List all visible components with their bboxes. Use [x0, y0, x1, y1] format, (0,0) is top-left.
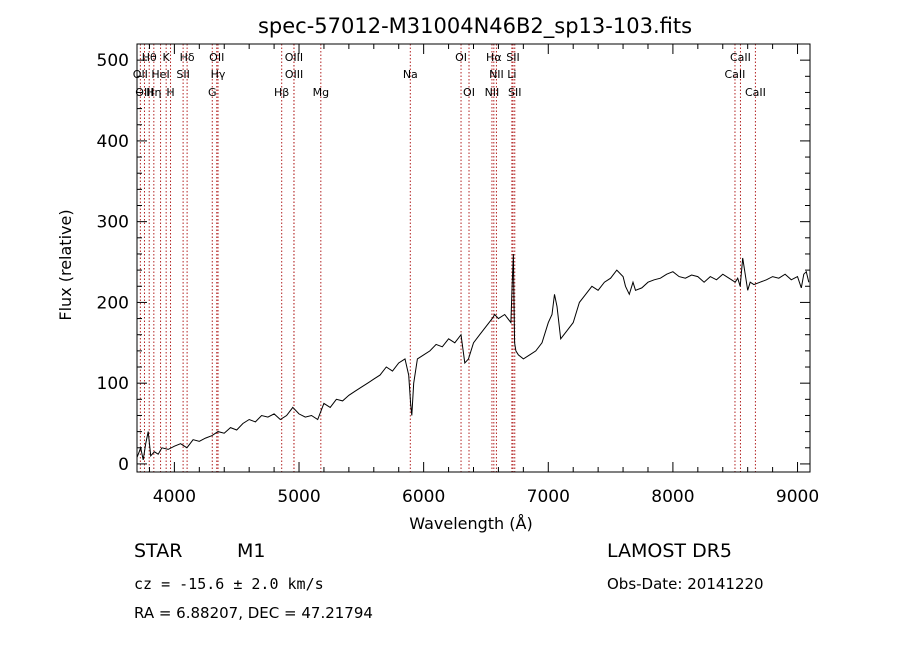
survey-name: LAMOST DR5: [607, 540, 732, 562]
y-tick-label: 400: [97, 132, 129, 152]
spectral-line-label: SII: [176, 68, 189, 81]
spectral-line-label: H: [166, 86, 174, 99]
y-tick-label: 300: [97, 213, 129, 233]
spectral-line-label: OII: [133, 68, 148, 81]
y-axis-label: Flux (relative): [56, 209, 75, 320]
object-subclass: M1: [237, 540, 266, 562]
spectral-line-label: Na: [403, 68, 418, 81]
spectral-line-label: Li: [507, 68, 516, 81]
redshift-cz: cz = -15.6 ± 2.0 km/s: [134, 575, 324, 593]
spectral-line-label: OI: [463, 86, 475, 99]
x-tick-label: 6000: [402, 487, 445, 507]
spectral-line-markers: [139, 44, 756, 472]
spectral-line-label: OIII: [285, 68, 303, 81]
x-tick-label: 4000: [153, 487, 196, 507]
spectral-line-label: SII: [508, 86, 521, 99]
x-tick-label: 5000: [277, 487, 320, 507]
plot-frame: [136, 43, 811, 473]
spectral-line-label: OIII: [135, 86, 153, 99]
x-axis-label: Wavelength (Å): [409, 514, 532, 533]
y-tick-label: 0: [118, 455, 129, 475]
spectral-line-label: CaII: [725, 68, 746, 81]
chart-title: spec-57012-M31004N46B2_sp13-103.fits: [258, 14, 692, 39]
y-tick-label: 100: [97, 374, 129, 394]
spectral-line-label: Hβ: [274, 86, 289, 99]
spectral-line-label: OIII: [285, 51, 303, 64]
spectral-line-label: Hδ: [180, 51, 195, 64]
spectral-line-label: NII: [485, 86, 500, 99]
observation-date: Obs-Date: 20141220: [607, 575, 764, 593]
spectral-line-label: SII: [506, 51, 519, 64]
x-tick-label: 7000: [527, 487, 570, 507]
spectral-line-label: K: [163, 51, 171, 64]
axis-ticks: 4000 5000 6000 7000 8000 9000 0 100 200 300 400 500: [97, 44, 819, 507]
spectral-line-label: Hγ: [211, 68, 226, 81]
spectral-line-label: Mg: [313, 86, 329, 99]
spectral-line-label: Hη: [146, 86, 161, 99]
spectral-line-label: CaII: [730, 51, 751, 64]
x-tick-label: 8000: [651, 487, 694, 507]
spectral-line-label: Hθ: [142, 51, 157, 64]
y-tick-label: 200: [97, 293, 129, 313]
y-tick-label: 500: [97, 51, 129, 71]
x-tick-label: 9000: [776, 487, 819, 507]
spectral-line-label: G: [208, 86, 217, 99]
coordinates: RA = 6.88207, DEC = 47.21794: [134, 604, 373, 622]
spectrum-series-line: [136, 253, 810, 461]
spectral-line-label: HeI: [151, 68, 169, 81]
spectral-line-label: OI: [455, 51, 467, 64]
spectral-line-label: Hα: [486, 51, 502, 64]
spectral-line-label: CaII: [745, 86, 766, 99]
object-class: STAR: [134, 540, 183, 562]
spectral-line-label: NII: [489, 68, 504, 81]
spectral-line-label: OII: [209, 51, 224, 64]
